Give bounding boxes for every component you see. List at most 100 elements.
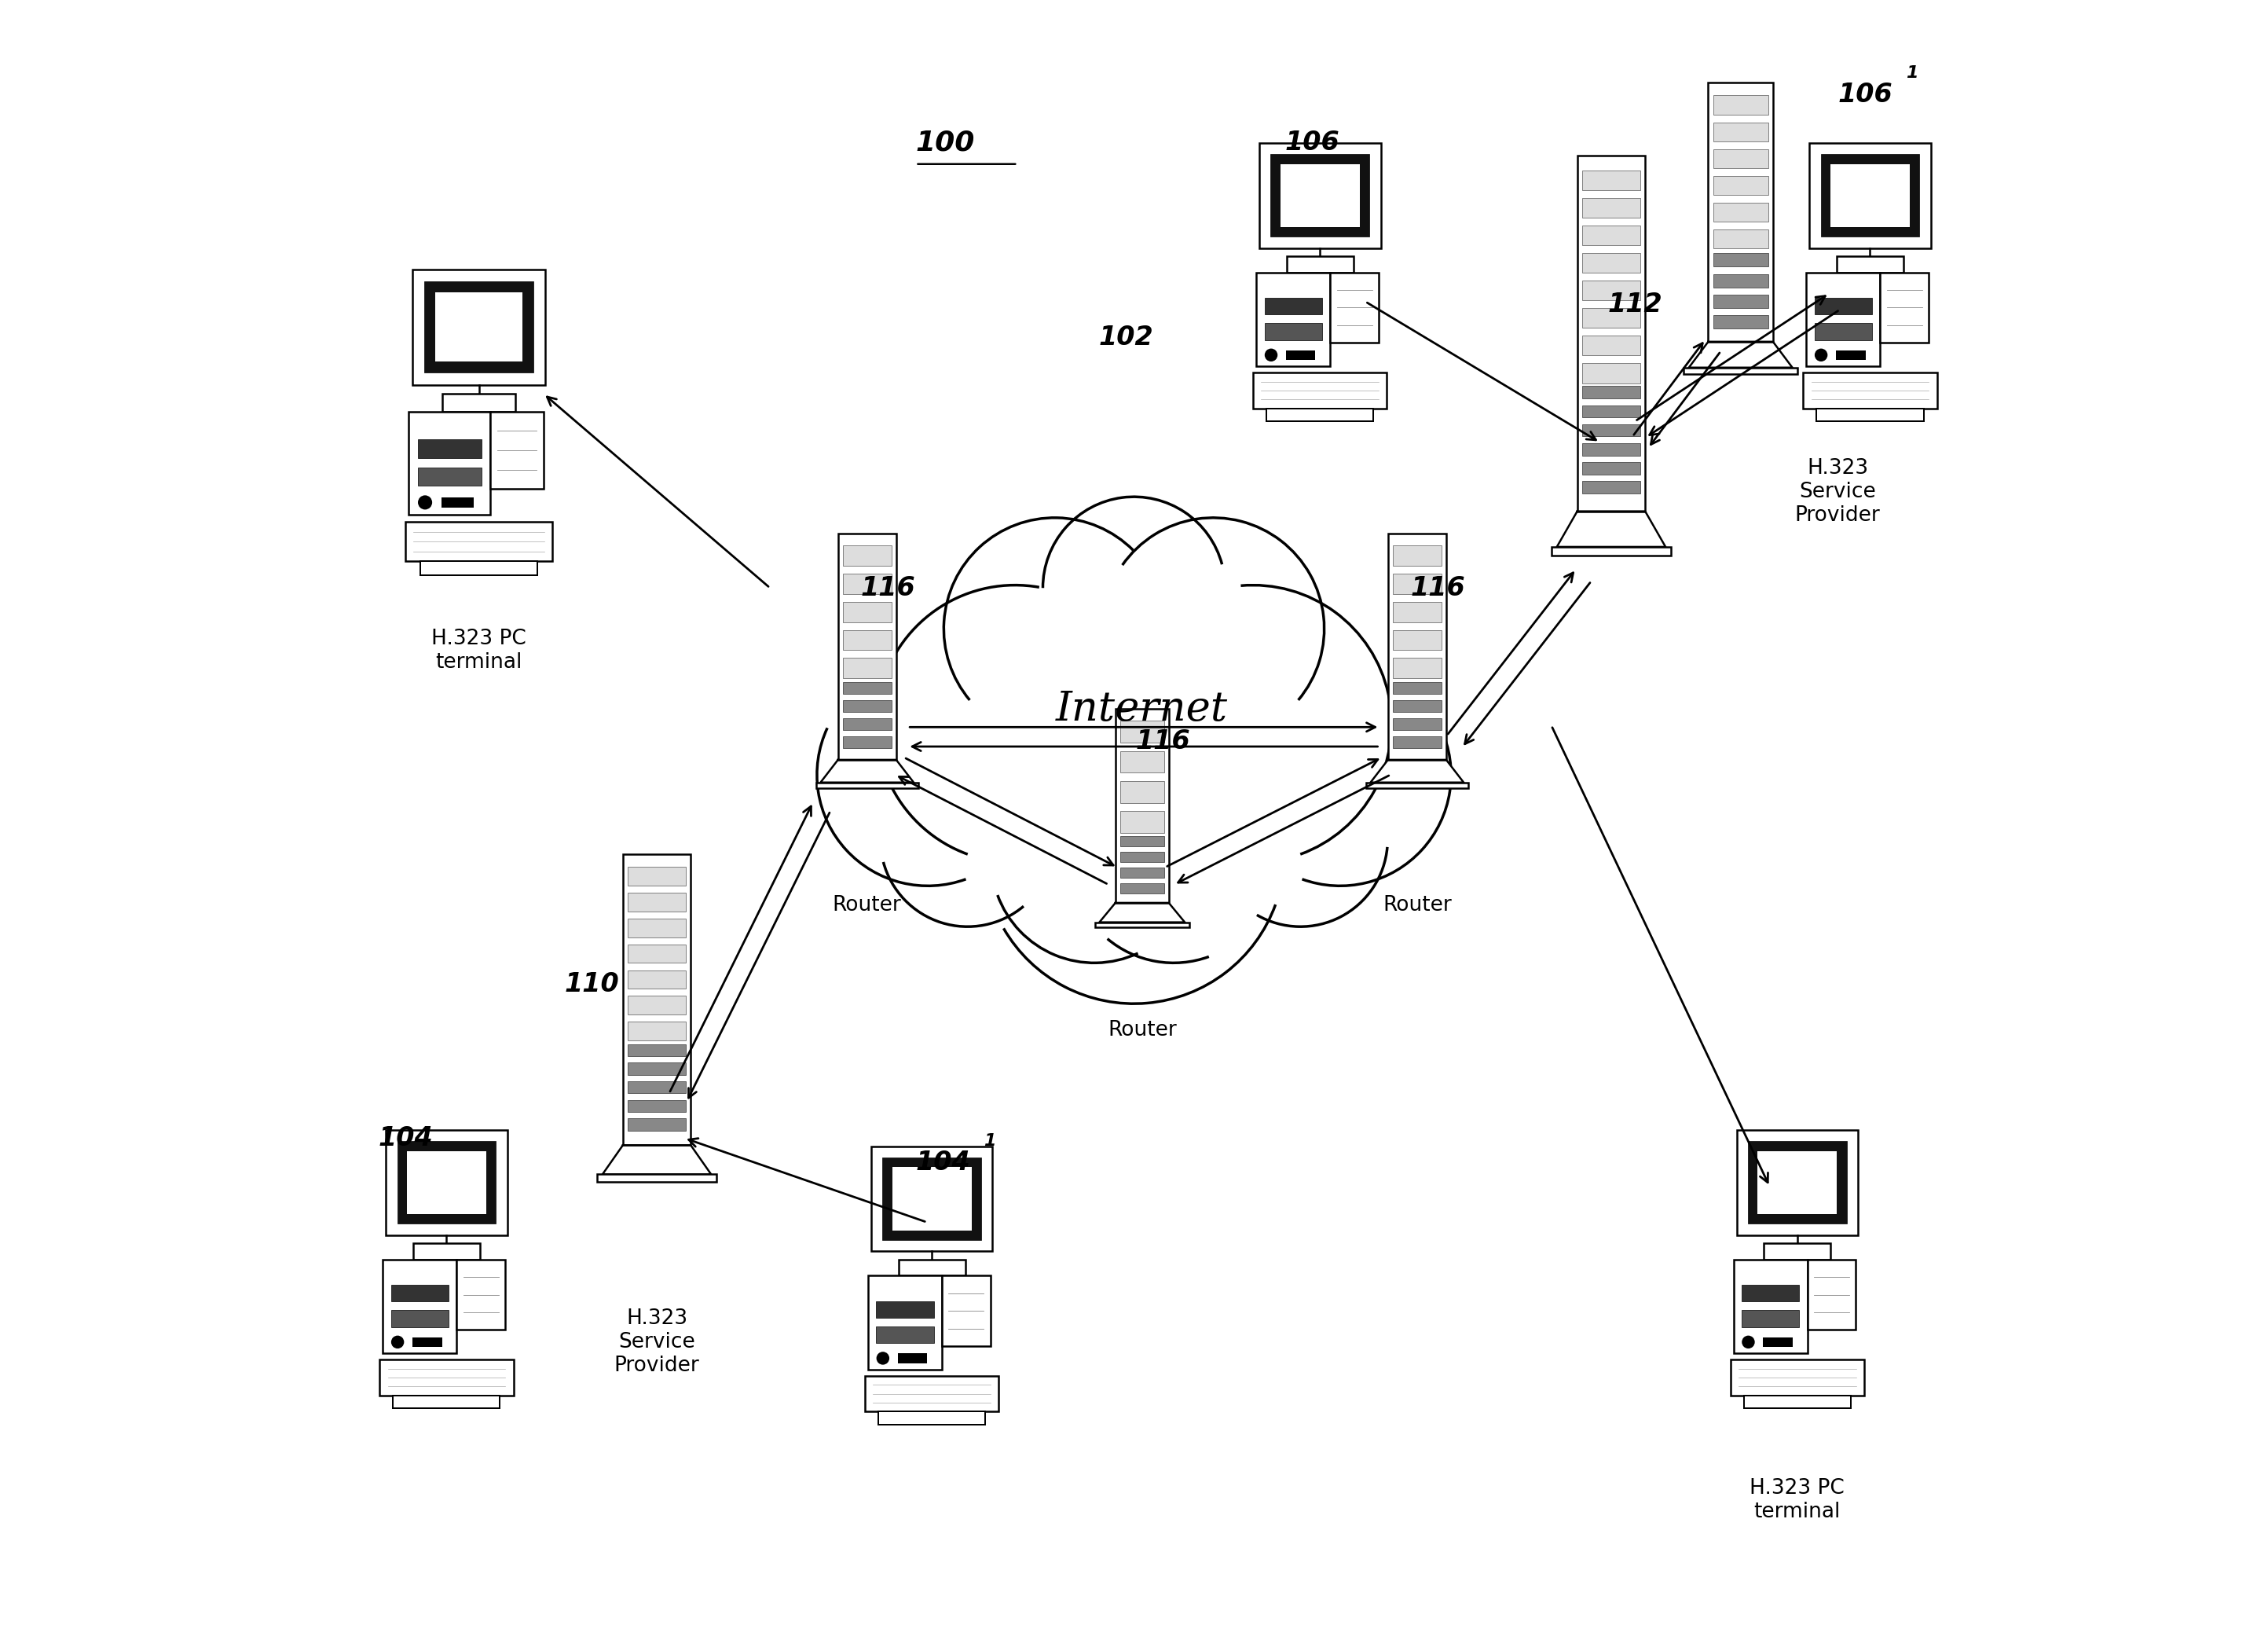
Bar	[628, 1044, 685, 1056]
Bar	[1120, 722, 1163, 743]
Bar	[628, 1021, 685, 1041]
Circle shape	[1742, 1336, 1755, 1349]
Bar	[891, 1168, 971, 1230]
Bar	[596, 1175, 717, 1181]
Bar	[1712, 122, 1769, 142]
Bar	[1742, 1285, 1799, 1302]
Bar	[490, 412, 544, 489]
Bar	[456, 1259, 506, 1329]
Bar	[1765, 1243, 1830, 1259]
Bar	[1712, 176, 1769, 195]
Bar	[406, 1152, 485, 1214]
Bar	[1254, 373, 1388, 409]
Bar	[1583, 308, 1640, 327]
Bar	[435, 292, 522, 362]
Bar	[1095, 922, 1188, 927]
Text: H.323 PC
terminal: H.323 PC terminal	[431, 629, 526, 673]
Circle shape	[875, 585, 1154, 863]
Bar	[898, 1354, 928, 1363]
Bar	[1583, 252, 1640, 272]
Bar	[1120, 883, 1163, 893]
Circle shape	[943, 518, 1166, 740]
Bar	[628, 1119, 685, 1131]
Bar	[1388, 533, 1447, 759]
Circle shape	[991, 757, 1198, 963]
Bar	[1583, 406, 1640, 417]
Bar	[1817, 409, 1923, 422]
Bar	[1744, 1396, 1851, 1409]
Bar	[1120, 782, 1163, 803]
Circle shape	[816, 665, 1039, 886]
Circle shape	[1102, 518, 1325, 740]
Bar	[844, 683, 891, 694]
Bar	[1712, 202, 1769, 222]
Bar	[1583, 443, 1640, 456]
Bar	[628, 995, 685, 1015]
Bar	[875, 1302, 934, 1318]
Bar	[1393, 718, 1442, 730]
Bar	[1712, 230, 1769, 249]
Bar	[628, 971, 685, 989]
Circle shape	[1814, 349, 1828, 362]
Bar	[1810, 143, 1930, 248]
Bar	[397, 1142, 497, 1223]
Text: 102: 102	[1098, 324, 1154, 350]
Bar	[1286, 256, 1354, 272]
Bar	[1712, 96, 1769, 114]
Bar	[1120, 852, 1163, 862]
Bar	[1805, 272, 1880, 367]
Text: 106: 106	[1284, 130, 1340, 156]
Bar	[1803, 373, 1937, 409]
Bar	[1393, 683, 1442, 694]
Circle shape	[880, 753, 1055, 927]
Bar	[628, 919, 685, 937]
Bar	[1683, 368, 1799, 375]
Bar	[1583, 481, 1640, 494]
Bar	[628, 1082, 685, 1093]
Bar	[406, 521, 553, 560]
Bar	[898, 1259, 966, 1276]
Circle shape	[937, 542, 1331, 938]
Bar	[1266, 298, 1322, 314]
Bar	[442, 394, 515, 412]
Bar	[1266, 409, 1374, 422]
Bar	[1256, 272, 1331, 367]
Bar	[1583, 225, 1640, 246]
Bar	[816, 782, 919, 788]
Bar	[1762, 1337, 1792, 1347]
Bar	[844, 630, 891, 650]
Text: 1: 1	[1905, 65, 1919, 81]
Circle shape	[1043, 497, 1225, 679]
Bar	[1583, 386, 1640, 399]
Text: 110: 110	[565, 971, 619, 997]
Circle shape	[1114, 585, 1393, 863]
Polygon shape	[1690, 342, 1792, 368]
Bar	[1120, 836, 1163, 847]
Bar	[417, 468, 481, 485]
Bar	[1266, 323, 1322, 340]
Bar	[408, 412, 490, 515]
Bar	[442, 497, 474, 508]
Circle shape	[1266, 349, 1277, 362]
Bar	[1583, 363, 1640, 383]
Bar	[1583, 424, 1640, 437]
Bar	[1712, 316, 1769, 329]
Bar	[1365, 782, 1467, 788]
Bar	[417, 440, 481, 458]
Bar	[413, 1337, 442, 1347]
Bar	[844, 658, 891, 678]
Bar	[1583, 280, 1640, 300]
Bar	[420, 560, 538, 575]
Bar	[1120, 811, 1163, 832]
Bar	[1758, 1152, 1837, 1214]
Bar	[1393, 546, 1442, 565]
Bar	[878, 1412, 984, 1424]
Bar	[844, 736, 891, 748]
Bar	[941, 1276, 991, 1346]
Text: H.323
Service
Provider: H.323 Service Provider	[615, 1308, 699, 1375]
Bar	[1393, 736, 1442, 748]
Bar	[875, 1326, 934, 1344]
Bar	[1576, 155, 1644, 512]
Bar	[844, 700, 891, 712]
Text: 116: 116	[1411, 575, 1465, 601]
